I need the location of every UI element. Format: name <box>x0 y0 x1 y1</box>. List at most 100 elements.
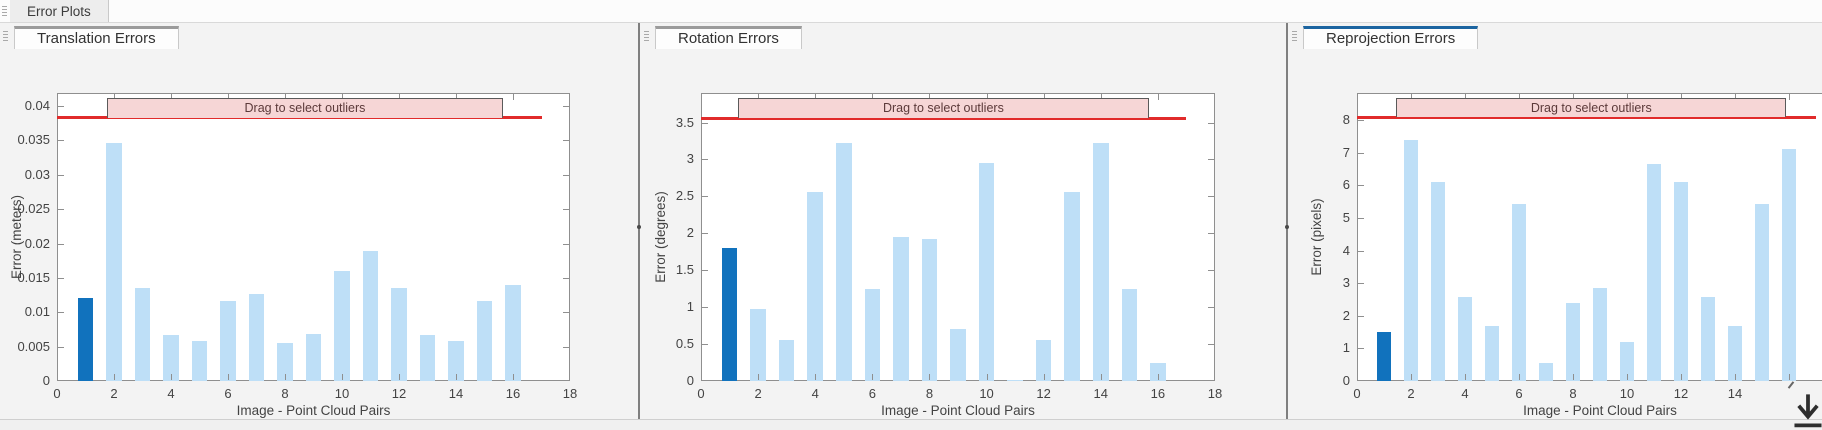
y-tick-label: 0.01 <box>24 304 50 320</box>
bar-selected[interactable] <box>1376 332 1392 381</box>
bar[interactable] <box>978 163 995 381</box>
outlier-band-label: Drag to select outliers <box>882 101 1004 116</box>
y-tick-mark <box>1208 159 1214 161</box>
y-tick-label: 0.02 <box>24 235 50 251</box>
x-tick-mark <box>815 94 817 100</box>
bar[interactable] <box>1538 362 1554 381</box>
x-tick-mark <box>758 94 760 100</box>
y-tick-mark <box>1358 315 1364 317</box>
x-axis-label: Image - Point Cloud Pairs <box>881 403 1035 418</box>
y-tick-mark <box>563 243 569 245</box>
bar[interactable] <box>277 342 293 381</box>
bar[interactable] <box>220 300 236 381</box>
bar[interactable] <box>778 339 795 381</box>
bar[interactable] <box>1646 164 1662 381</box>
x-tick-mark <box>285 374 286 380</box>
x-tick-mark <box>1465 374 1466 380</box>
bar-selected[interactable] <box>77 297 94 381</box>
panel-translation-errors: Translation Errors 0 2 4 6 8 10 12 14 16 18 0 0.005… <box>0 23 637 420</box>
bar[interactable] <box>334 271 350 381</box>
x-tick-mark <box>1100 94 1102 100</box>
outlier-band[interactable]: Drag to select outliers <box>1396 97 1787 118</box>
bar[interactable] <box>1619 342 1635 381</box>
rotation-errors-chart: 0 2 4 6 8 10 12 14 16 18 0 0.5 1 1.5 2 2.5 3 3.5 Drag to s… <box>641 23 1285 420</box>
y-tick-mark <box>563 346 569 348</box>
y-tick-mark <box>1358 348 1364 350</box>
y-tick-mark <box>563 312 569 314</box>
threshold-line[interactable] <box>1357 116 1816 119</box>
bar[interactable] <box>1592 287 1608 381</box>
dock-down-arrow-icon[interactable] <box>1792 393 1822 430</box>
bar[interactable] <box>1700 296 1716 381</box>
bar[interactable] <box>391 287 407 381</box>
y-tick-mark <box>1208 307 1214 309</box>
bar[interactable] <box>1430 182 1446 381</box>
bar[interactable] <box>1673 182 1689 381</box>
bar[interactable] <box>1457 296 1473 381</box>
bar[interactable] <box>248 293 265 381</box>
outlier-band[interactable]: Drag to select outliers <box>106 97 504 118</box>
outlier-band[interactable]: Drag to select outliers <box>738 97 1149 119</box>
bar[interactable] <box>1035 339 1052 381</box>
bar[interactable] <box>1007 379 1023 381</box>
x-tick-mark <box>171 94 172 100</box>
bar[interactable] <box>921 239 938 381</box>
x-tick-label: 14 <box>1727 386 1743 401</box>
bar[interactable] <box>1121 288 1138 381</box>
bar[interactable] <box>1565 302 1581 381</box>
y-tick-mark <box>58 346 64 348</box>
bar[interactable] <box>1092 142 1109 381</box>
y-tick-mark <box>58 174 64 176</box>
bar[interactable] <box>1150 362 1166 381</box>
bar[interactable] <box>750 308 766 381</box>
bar[interactable] <box>1727 325 1743 381</box>
bar-selected[interactable] <box>721 248 738 381</box>
y-tick-mark <box>702 196 708 198</box>
drag-grip-icon[interactable] <box>1290 31 1300 41</box>
bar[interactable] <box>419 334 436 381</box>
bar[interactable] <box>807 192 824 381</box>
bar[interactable] <box>864 288 881 381</box>
bar[interactable] <box>1403 140 1419 381</box>
tab-error-plots[interactable]: Error Plots <box>10 0 109 22</box>
tab-rotation-errors[interactable]: Rotation Errors <box>655 25 802 49</box>
bar[interactable] <box>305 334 322 381</box>
bar[interactable] <box>476 301 493 381</box>
drag-grip-icon[interactable] <box>642 31 652 41</box>
threshold-line[interactable] <box>701 116 1187 120</box>
x-tick-label: 8 <box>925 386 934 401</box>
bar[interactable] <box>448 341 464 381</box>
x-tick-mark <box>1789 94 1790 100</box>
x-tick-mark <box>1100 374 1102 380</box>
bar[interactable] <box>1754 204 1770 381</box>
panel-splitter[interactable] <box>1285 23 1289 420</box>
x-tick-label: 16 <box>505 386 521 401</box>
bar[interactable] <box>134 287 151 381</box>
drag-grip-icon[interactable] <box>0 0 10 22</box>
x-tick-mark <box>1157 94 1159 100</box>
bar[interactable] <box>1484 326 1500 381</box>
bar[interactable] <box>191 341 208 381</box>
bar[interactable] <box>106 143 122 381</box>
y-tick-mark <box>58 243 64 245</box>
bar[interactable] <box>893 237 909 381</box>
tab-translation-errors[interactable]: Translation Errors <box>14 25 179 49</box>
x-tick-mark <box>513 94 514 100</box>
bar[interactable] <box>1064 192 1081 381</box>
panel-splitter[interactable] <box>637 23 641 420</box>
x-tick-mark <box>342 94 343 100</box>
tab-reprojection-errors[interactable]: Reprojection Errors <box>1303 25 1479 49</box>
bar[interactable] <box>1781 148 1797 381</box>
drag-grip-icon[interactable] <box>1 31 11 41</box>
threshold-line[interactable] <box>57 116 542 120</box>
bar[interactable] <box>1511 204 1527 381</box>
bar[interactable] <box>505 284 521 381</box>
x-tick-mark <box>1157 374 1159 380</box>
bar[interactable] <box>163 334 179 381</box>
x-axis-label: Image - Point Cloud Pairs <box>236 403 391 418</box>
bar[interactable] <box>835 142 852 381</box>
bar[interactable] <box>950 329 966 381</box>
bar[interactable] <box>362 251 379 381</box>
y-tick-label: 5 <box>1342 209 1350 225</box>
x-tick-mark <box>228 94 229 100</box>
